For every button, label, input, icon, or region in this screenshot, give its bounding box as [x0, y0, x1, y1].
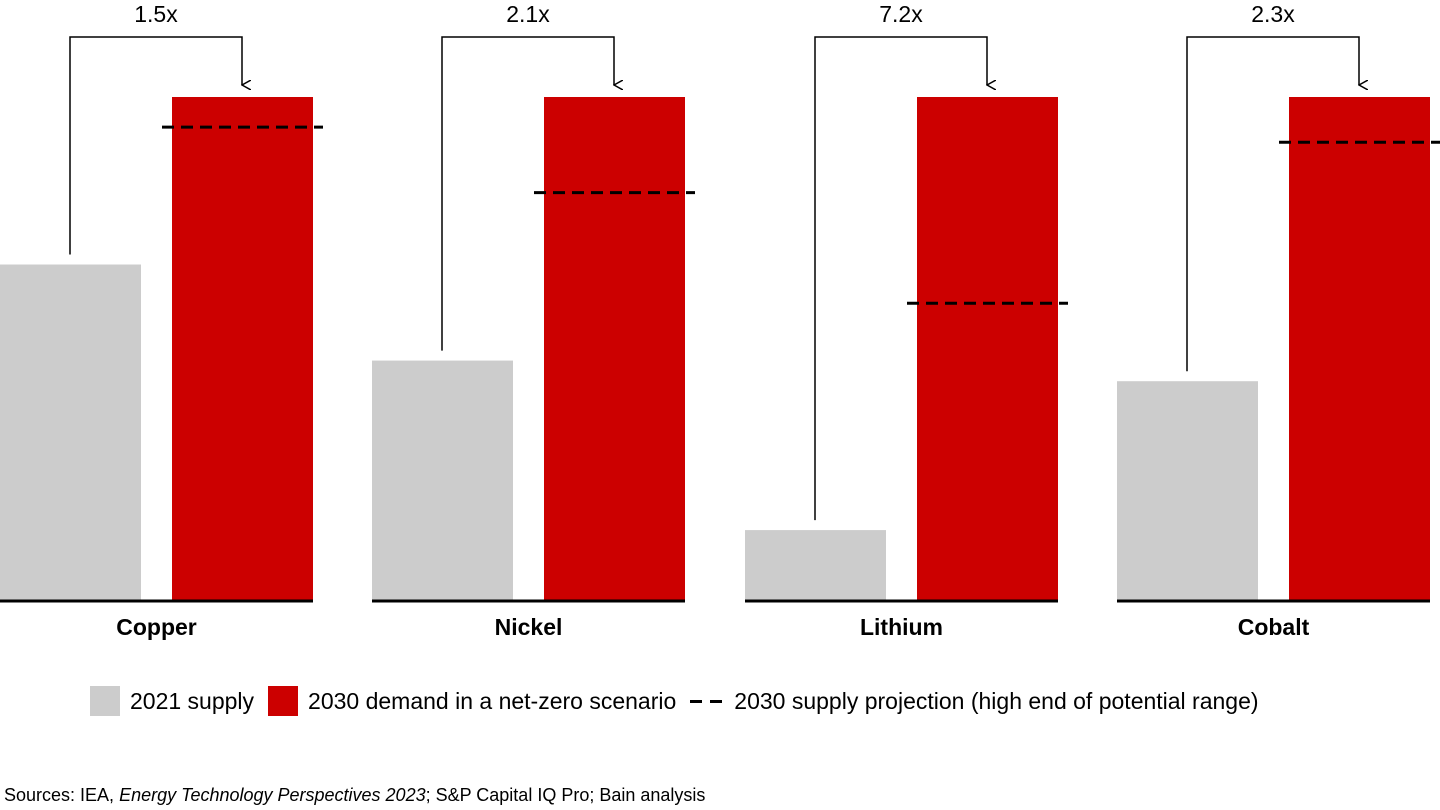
legend-label-2030-demand: 2030 demand in a net-zero scenario: [308, 687, 677, 714]
category-label-cobalt: Cobalt: [1238, 614, 1310, 640]
multiplier-label-copper: 1.5x: [134, 1, 178, 27]
multiplier-label-cobalt: 2.3x: [1251, 1, 1295, 27]
bar-2030-demand-nickel: [544, 97, 685, 600]
source-note: Sources: IEA, Energy Technology Perspect…: [4, 785, 705, 806]
legend-item-2030-demand: 2030 demand in a net-zero scenario: [268, 686, 676, 716]
multiplier-label-nickel: 2.1x: [506, 1, 550, 27]
source-title: Energy Technology Perspectives 2023: [119, 785, 426, 805]
legend-item-2021-supply: 2021 supply: [90, 686, 254, 716]
category-label-copper: Copper: [116, 614, 197, 640]
legend-swatch-2030-demand: [268, 686, 299, 716]
chart: 1.5x Copper 2.1x Nickel 7.2x Lithium 2.3x Cobal…: [0, 1, 1440, 640]
growth-bracket-lithium: [814, 36, 987, 521]
bar-2021-supply-cobalt: [1117, 381, 1258, 600]
legend-dash-2030-projection: [690, 699, 723, 703]
multiplier-label-lithium: 7.2x: [879, 1, 923, 27]
bar-2030-demand-copper: [172, 97, 313, 600]
growth-bracket-cobalt: [1186, 36, 1359, 372]
legend: 2021 supply 2030 demand in a net-zero sc…: [90, 684, 1273, 718]
legend-item-2030-projection: 2030 supply projection (high end of pote…: [690, 687, 1259, 715]
legend-label-2030-projection: 2030 supply projection (high end of pote…: [734, 687, 1259, 714]
category-label-lithium: Lithium: [860, 614, 943, 640]
bar-2021-supply-copper: [0, 264, 141, 600]
growth-bracket-nickel: [441, 36, 614, 351]
source-suffix: ; S&P Capital IQ Pro; Bain analysis: [425, 785, 706, 805]
category-label-nickel: Nickel: [495, 614, 563, 640]
bar-2030-demand-lithium: [917, 97, 1058, 600]
source-prefix: Sources: IEA,: [4, 785, 120, 805]
bar-2030-demand-cobalt: [1289, 97, 1430, 600]
growth-bracket-copper: [69, 36, 242, 255]
legend-swatch-2021-supply: [90, 686, 120, 716]
legend-label-2021-supply: 2021 supply: [130, 687, 255, 714]
bar-2021-supply-lithium: [745, 530, 886, 600]
bar-2021-supply-nickel: [372, 360, 513, 600]
